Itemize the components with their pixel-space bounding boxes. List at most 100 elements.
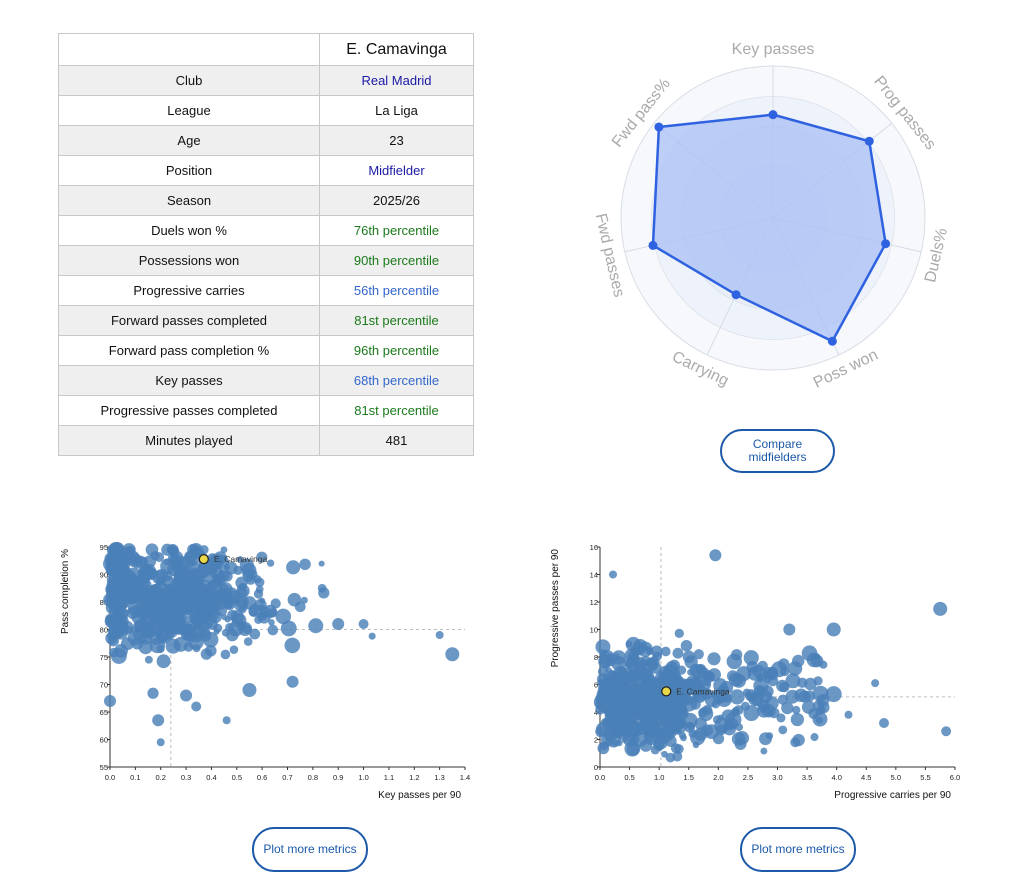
scatter-point	[725, 721, 733, 729]
scatter-point	[615, 739, 623, 747]
scatter-point	[152, 714, 165, 727]
scatter-point	[614, 698, 626, 710]
scatter-point	[156, 654, 171, 669]
scatter-point	[222, 716, 231, 725]
x-axis-label: Progressive carries per 90	[834, 790, 951, 801]
scatter-point	[653, 735, 668, 750]
y-tick-label: 16	[590, 543, 598, 552]
scatter-point	[120, 637, 134, 651]
scatter-point	[650, 645, 663, 658]
profile-row-value: 96th percentile	[319, 335, 474, 366]
scatter-point	[107, 635, 119, 647]
scatter-point	[267, 624, 279, 636]
x-tick-label: 1.0	[358, 773, 368, 782]
radar-point	[654, 122, 664, 132]
profile-row: Key passes 68th percentile	[58, 365, 474, 396]
profile-row-label: Key passes	[58, 365, 320, 396]
y-tick-label: 70	[100, 681, 108, 690]
scatter-point	[790, 737, 801, 748]
profile-row: Minutes played 481	[58, 425, 474, 456]
scatter-point	[801, 645, 818, 662]
scatter-point	[166, 631, 175, 641]
scatter-point	[193, 593, 205, 604]
scatter-point	[144, 655, 153, 664]
scatter-point	[657, 677, 669, 689]
radar-axis-label: Duels%	[922, 227, 951, 285]
x-tick-label: 1.0	[654, 773, 664, 782]
scatter-point	[242, 683, 257, 697]
scatter-point	[675, 691, 684, 700]
x-tick-label: 1.1	[384, 773, 394, 782]
x-tick-label: 3.0	[772, 773, 782, 782]
plot-more-metrics-button-right[interactable]: Plot more metrics	[740, 827, 856, 872]
profile-row-label: Club	[58, 65, 320, 96]
y-tick-label: 90	[100, 571, 108, 580]
scatter-point	[790, 712, 805, 727]
scatter-point	[191, 701, 202, 712]
y-tick-label: 14	[590, 571, 598, 580]
scatter-point	[187, 569, 196, 578]
scatter-point	[156, 738, 165, 747]
x-tick-label: 0.4	[206, 773, 216, 782]
scatter-point	[638, 690, 655, 706]
profile-row-label: Progressive passes completed	[58, 395, 320, 426]
compare-midfielders-button[interactable]: Compare midfielders	[720, 429, 835, 473]
scatter-point	[229, 645, 239, 654]
scatter-point	[138, 640, 153, 655]
scatter-point	[224, 561, 238, 575]
scatter-point	[628, 679, 637, 689]
scatter-point	[663, 724, 678, 739]
scatter-point	[254, 577, 265, 588]
highlighted-player-point	[661, 686, 672, 697]
scatter-point	[626, 742, 640, 756]
scatter-point	[674, 628, 684, 639]
scatter-point	[726, 670, 739, 682]
scatter-point	[242, 624, 252, 634]
x-tick-label: 2.5	[743, 773, 753, 782]
scatter-point	[693, 727, 708, 742]
y-tick-label: 6	[594, 681, 598, 690]
scatter-point	[709, 549, 722, 562]
scatter-point	[595, 639, 611, 655]
scatter-point	[238, 582, 247, 591]
x-tick-label: 3.5	[802, 773, 812, 782]
scatter-point	[665, 669, 673, 678]
x-tick-label: 5.0	[891, 773, 901, 782]
scatter-point	[127, 586, 134, 594]
scatter-point	[112, 597, 127, 612]
x-tick-label: 0.9	[333, 773, 343, 782]
scatter-point	[623, 726, 634, 738]
scatter-point	[275, 608, 292, 625]
profile-row-label: Progressive carries	[58, 275, 320, 306]
scatter-point	[105, 613, 117, 625]
plot-more-metrics-button-left[interactable]: Plot more metrics	[252, 827, 368, 872]
scatter-point	[317, 583, 327, 593]
carries-vs-progressive-passes-scatter: 0.0 0.5 1.0 1.5 2.0 2.5 3.0 3.5 4.0 4.5 5.0 5.5 6.0 0…	[550, 543, 960, 801]
scatter-point	[268, 619, 275, 626]
y-tick-label: 12	[590, 598, 598, 607]
scatter-point	[287, 592, 302, 607]
scatter-point	[760, 747, 768, 755]
scatter-point	[759, 690, 773, 703]
scatter-point	[879, 718, 889, 728]
scatter-point	[778, 725, 788, 735]
scatter-point	[810, 733, 819, 742]
scatter-point	[673, 744, 684, 754]
scatter-point	[154, 586, 164, 596]
x-tick-label: 0.3	[181, 773, 191, 782]
scatter-point	[726, 653, 742, 670]
scatter-point	[140, 625, 154, 639]
scatter-point	[743, 650, 759, 666]
radar-point	[827, 336, 837, 346]
scatter-point	[163, 559, 170, 566]
scatter-point	[110, 648, 127, 664]
scatter-point	[111, 581, 121, 590]
scatter-point	[768, 707, 780, 719]
profile-row-label: Possessions won	[58, 245, 320, 276]
scatter-point	[794, 688, 808, 703]
profile-header-empty-cell	[58, 33, 320, 66]
scatter-point	[694, 717, 707, 730]
scatter-point	[669, 714, 681, 726]
x-tick-label: 0.1	[130, 773, 140, 782]
